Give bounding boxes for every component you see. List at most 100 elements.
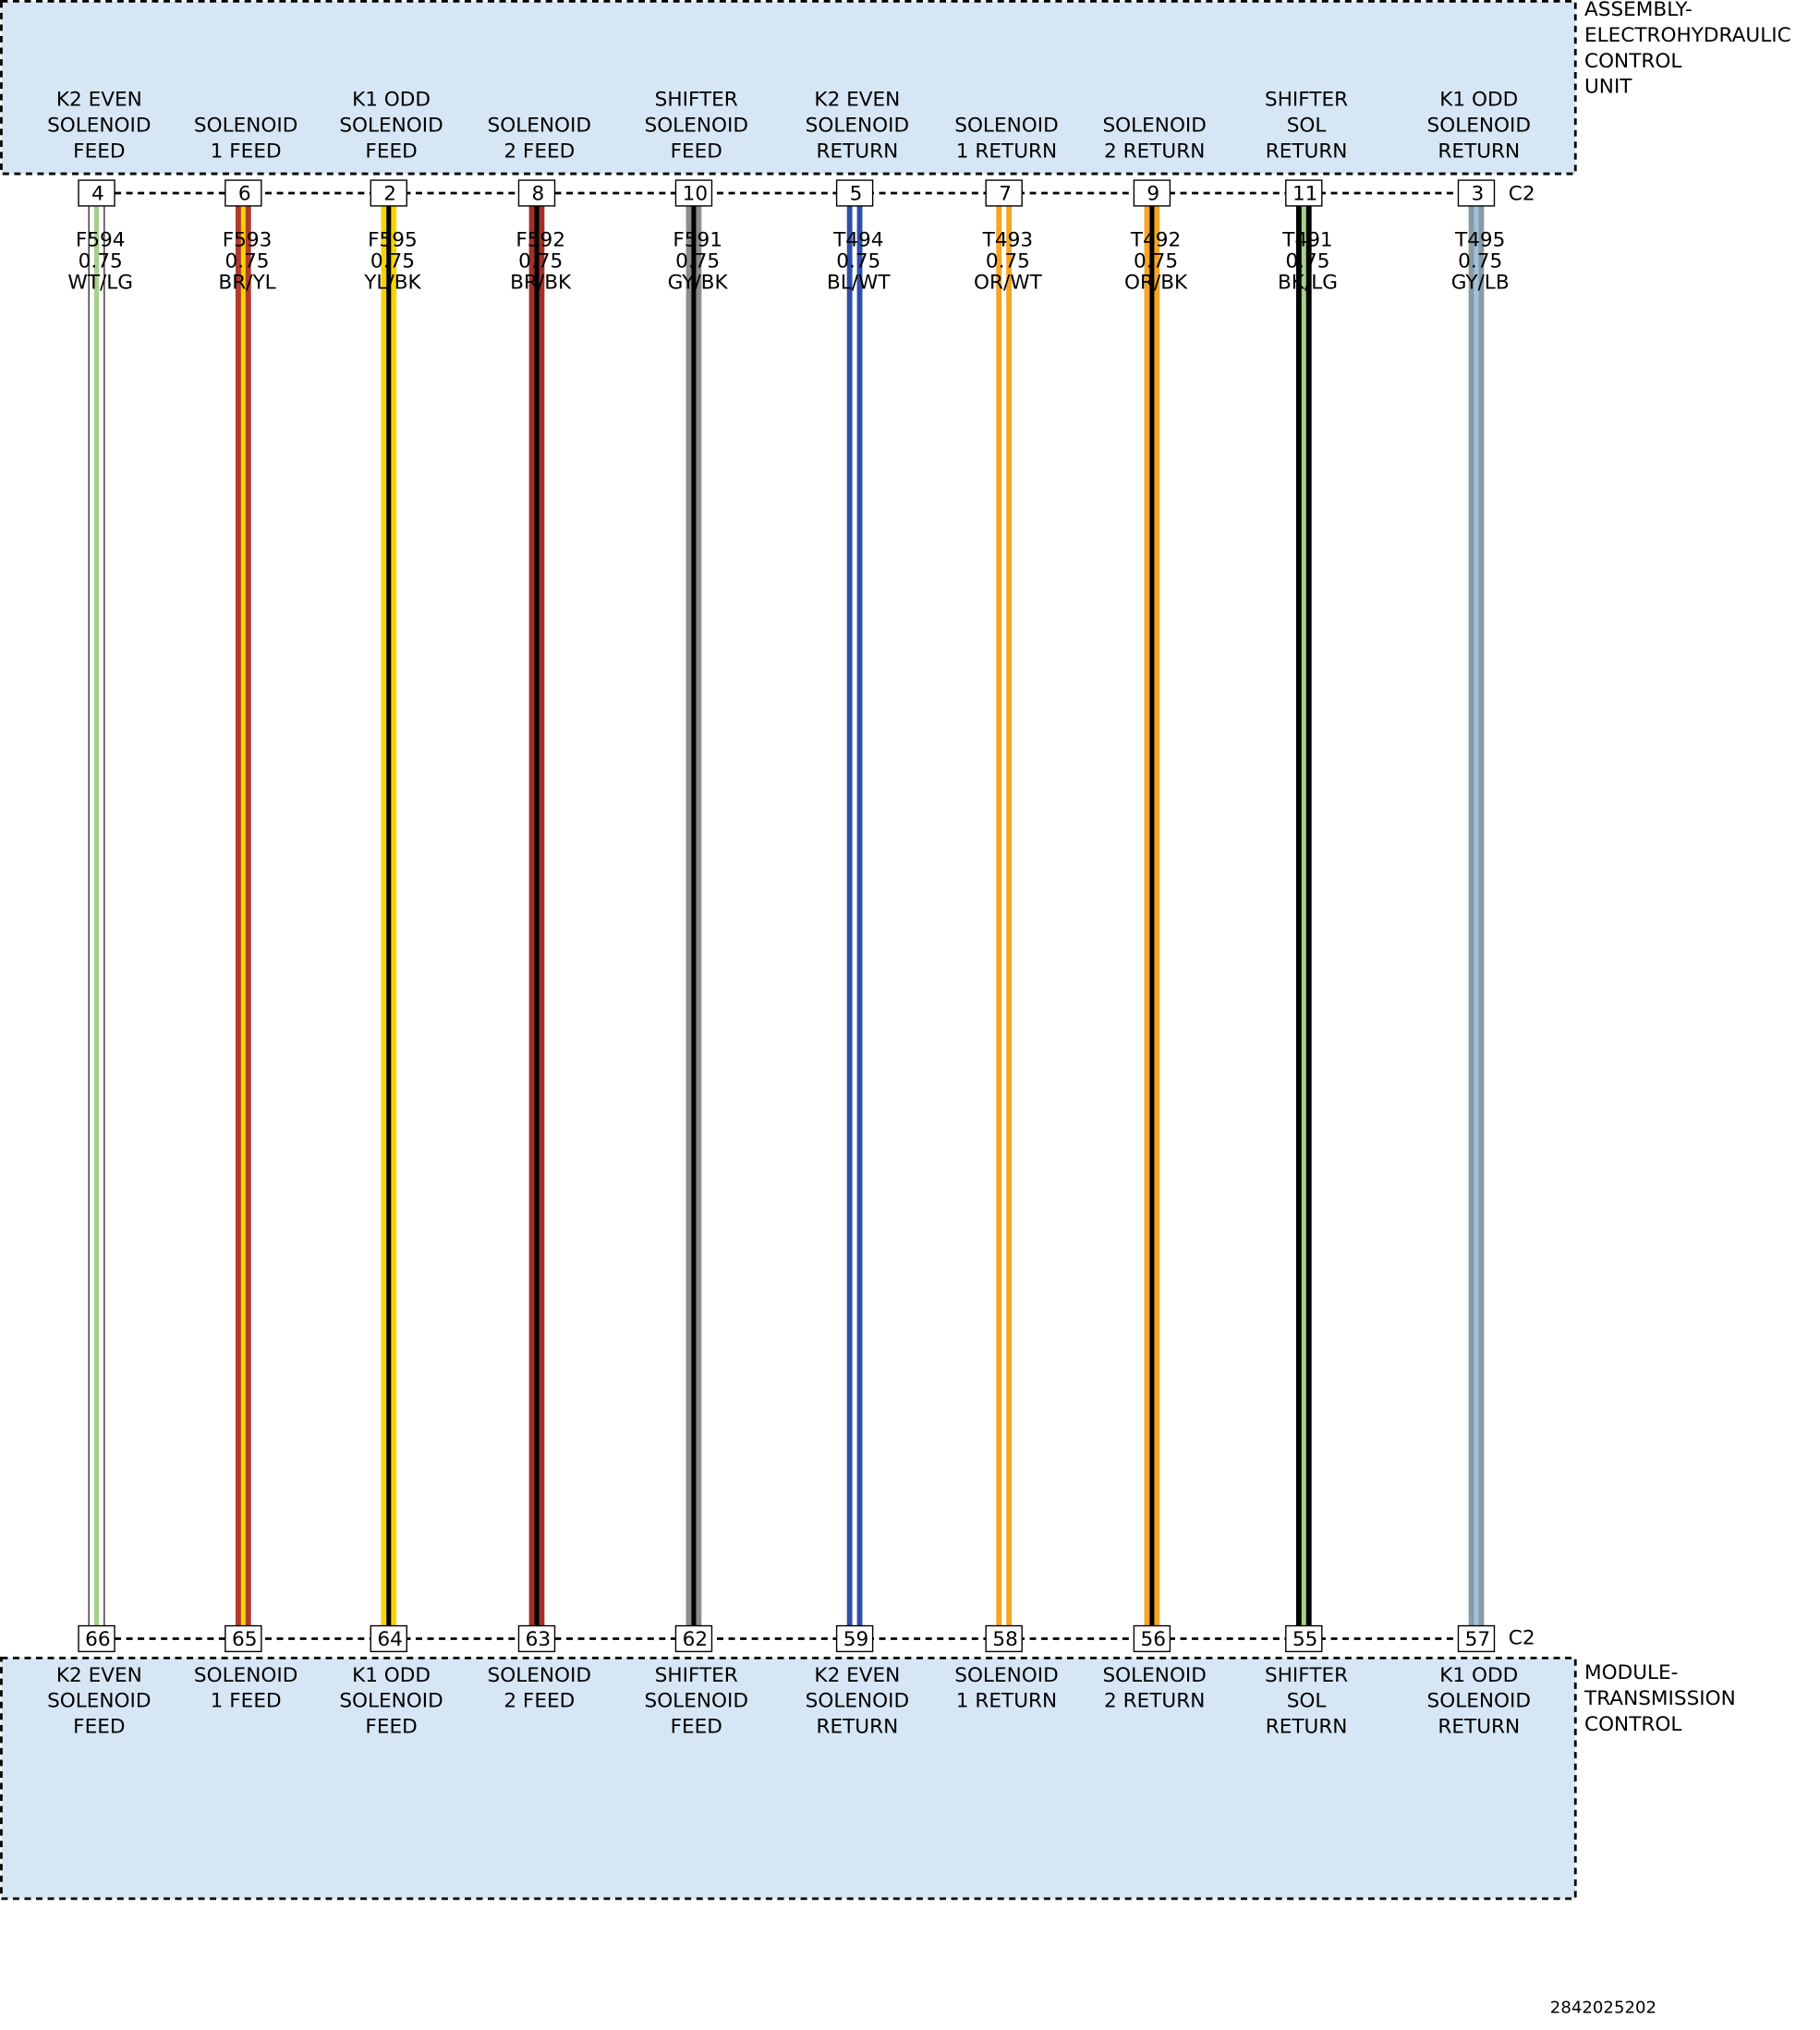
- wire-stripe: [1001, 205, 1007, 1627]
- pin-box: [224, 1624, 262, 1653]
- pin-box: [517, 1624, 556, 1653]
- top-pin-label: SOL: [1287, 115, 1327, 138]
- top-pin-label: 2 RETURN: [1104, 140, 1205, 163]
- bottom-pin-label: RETURN: [1266, 1716, 1348, 1739]
- pin-number: 2: [383, 182, 396, 205]
- top-pin-label: SOLENOID: [339, 115, 443, 138]
- bottom-connector-id: C2: [1509, 1626, 1535, 1649]
- top-pin-label: FEED: [73, 140, 125, 163]
- pin-number: 56: [1141, 1628, 1166, 1651]
- pin-number: 11: [1292, 182, 1317, 205]
- bottom-pin-label: FEED: [365, 1716, 417, 1739]
- bottom-pin-label: K1 ODD: [1439, 1664, 1518, 1687]
- top-pin-label: RETURN: [1266, 140, 1348, 163]
- wire-stripe: [1474, 205, 1479, 1627]
- wire-stripe: [240, 205, 246, 1627]
- bottom-pin-label: 1 RETURN: [956, 1690, 1057, 1713]
- pin-number: 59: [843, 1628, 868, 1651]
- pin-box: [1457, 1624, 1496, 1653]
- top-pin-label: 1 FEED: [211, 140, 282, 163]
- pin-box: [1133, 1624, 1171, 1653]
- top-pin-label: SHIFTER: [655, 89, 738, 112]
- pin-number: 63: [526, 1628, 551, 1651]
- pin-number: 66: [85, 1628, 110, 1651]
- wire-circuit: F593: [223, 229, 273, 252]
- wire-color: BR/BK: [510, 271, 572, 294]
- bottom-pin-label: SOLENOID: [954, 1664, 1058, 1687]
- pin-box: [1285, 179, 1323, 207]
- pin-box: [1285, 1624, 1323, 1653]
- pin-number: 57: [1465, 1628, 1490, 1651]
- wire-color: WT/LG: [67, 271, 133, 294]
- bottom-pin-label: SHIFTER: [655, 1664, 738, 1687]
- wire-gauge: 0.75: [79, 250, 123, 274]
- wire-gauge: 0.75: [370, 250, 415, 274]
- top-pin-label: K2 EVEN: [56, 89, 142, 112]
- component-name: TRANSMISSION: [1583, 1687, 1736, 1710]
- bottom-pin-label: 2 RETURN: [1104, 1690, 1205, 1713]
- top-connector-id: C2: [1509, 182, 1535, 205]
- wire-circuit: F592: [516, 229, 565, 252]
- pin-number: 5: [850, 182, 863, 205]
- top-pin-label: SOLENOID: [1102, 115, 1206, 138]
- wire-color: OR/BK: [1124, 271, 1188, 294]
- pin-box: [674, 1624, 713, 1653]
- top-pin-label: FEED: [671, 140, 722, 163]
- wire-gauge: 0.75: [986, 250, 1030, 274]
- top-pin-label: RETURN: [817, 140, 899, 163]
- bottom-pin-label: SOLENOID: [645, 1690, 748, 1713]
- wire-color: BR/YL: [218, 271, 275, 294]
- pin-number: 65: [232, 1628, 257, 1651]
- wire-circuit: F594: [76, 229, 126, 252]
- pin-box: [517, 179, 556, 207]
- pin-number: 7: [999, 182, 1012, 205]
- wire-color: GY/BK: [668, 271, 729, 294]
- wire-gauge: 0.75: [675, 250, 720, 274]
- pin-number: 6: [238, 182, 251, 205]
- bottom-pin-label: SHIFTER: [1265, 1664, 1348, 1687]
- wire-stripe: [1301, 205, 1306, 1627]
- pin-box: [985, 179, 1023, 207]
- wire-gauge: 0.75: [1285, 250, 1329, 274]
- pin-number: 8: [532, 182, 545, 205]
- bottom-pin-label: K2 EVEN: [56, 1664, 142, 1687]
- top-pin-label: 2 FEED: [504, 140, 575, 163]
- component-name: ASSEMBLY-: [1584, 0, 1693, 21]
- bottom-pin-label: FEED: [73, 1716, 125, 1739]
- component-name: CONTROL: [1584, 50, 1681, 73]
- figure-id: 2842025202: [1550, 1998, 1656, 2017]
- bottom-component-box: [0, 1656, 1577, 1901]
- wire-stripe: [534, 205, 540, 1627]
- pin-box: [370, 179, 407, 207]
- wire-color: YL/BK: [363, 271, 421, 294]
- top-pin-label: SOLENOID: [954, 115, 1058, 138]
- pin-number: 58: [992, 1628, 1017, 1651]
- wire-stripe: [386, 205, 392, 1627]
- top-pin-label: K2 EVEN: [814, 89, 900, 112]
- bottom-pin-label: SOLENOID: [339, 1690, 443, 1713]
- component-name: ELECTROHYDRAULIC: [1584, 24, 1791, 47]
- pin-number: 55: [1292, 1628, 1317, 1651]
- pin-box: [835, 179, 874, 207]
- bottom-pin-label: SOLENOID: [1427, 1690, 1531, 1713]
- pin-box: [835, 1624, 874, 1653]
- wire-gauge: 0.75: [836, 250, 880, 274]
- pin-box: [1133, 179, 1171, 207]
- pin-box: [224, 179, 262, 207]
- wire-stripe: [691, 205, 697, 1627]
- wire-color: BL/WT: [827, 271, 891, 294]
- wire-circuit: T492: [1130, 229, 1181, 252]
- pin-box: [985, 1624, 1023, 1653]
- bottom-pin-label: SOLENOID: [488, 1664, 591, 1687]
- bottom-pin-label: SOLENOID: [806, 1690, 909, 1713]
- wire-color: BK/LG: [1278, 271, 1338, 294]
- wire-circuit: F595: [368, 229, 418, 252]
- wire-circuit: F591: [673, 229, 722, 252]
- top-component-box: [0, 0, 1577, 176]
- wire-circuit: T491: [1281, 229, 1332, 252]
- component-name: UNIT: [1584, 76, 1632, 99]
- top-pin-label: SHIFTER: [1265, 89, 1348, 112]
- top-pin-label: SOLENOID: [806, 115, 909, 138]
- top-pin-label: K1 ODD: [352, 89, 431, 112]
